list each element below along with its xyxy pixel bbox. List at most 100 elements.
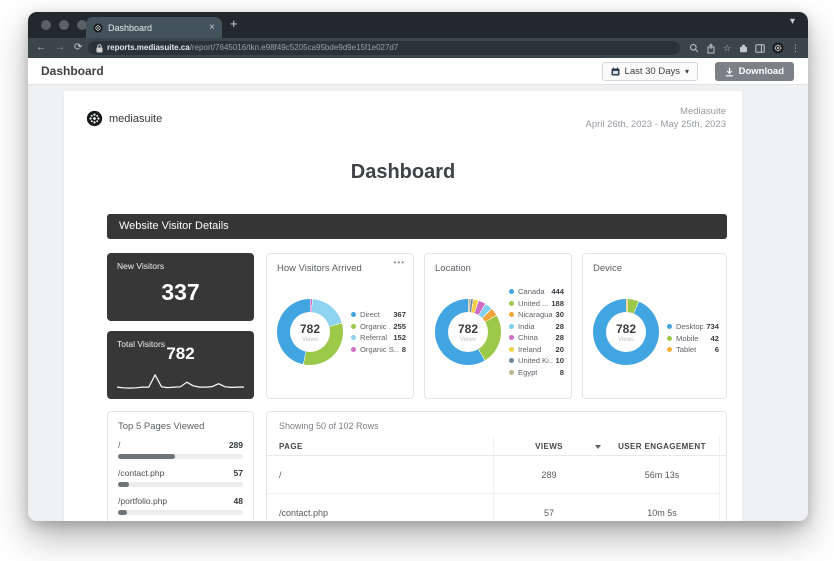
legend-item: Tablet 6 [667, 344, 719, 356]
how-visitors-arrived-card: How Visitors Arrived ••• 782 Views Direc… [266, 253, 414, 399]
legend-value: 255 [393, 321, 406, 331]
browser-tab-dashboard[interactable]: Dashboard × [86, 17, 222, 38]
legend-value: 6 [714, 345, 719, 355]
page-views: 48 [233, 496, 243, 506]
donut-center: 782 Views [606, 312, 646, 352]
legend-label: Referral [360, 333, 388, 343]
legend-item: Ireland 20 [509, 344, 564, 356]
page-bar-track [118, 510, 243, 515]
close-window-button[interactable] [41, 20, 51, 30]
donut-total-label: Views [460, 336, 476, 343]
url-domain: reports.mediasuite.ca [107, 43, 190, 52]
app-header: Dashboard Last 30 Days ▾ Download [28, 58, 808, 85]
legend-dot-icon [509, 358, 514, 364]
download-button[interactable]: Download [714, 62, 794, 81]
legend-item: China 28 [509, 332, 564, 344]
back-button[interactable]: ← [36, 42, 46, 53]
minimize-window-button[interactable] [59, 20, 69, 30]
mediasuite-logo-icon [86, 110, 103, 127]
profile-avatar[interactable] [772, 42, 784, 54]
page-path: /contact.php [118, 468, 165, 478]
address-bar[interactable]: reports.mediasuite.ca/report/7645016/tkn… [88, 41, 680, 55]
legend-label: India [518, 321, 535, 331]
legend-dot-icon [667, 324, 672, 330]
chevron-down-icon[interactable]: ▾ [789, 16, 795, 27]
cell-views: 57 [543, 508, 554, 518]
legend-value: 444 [551, 287, 564, 297]
legend-dot-icon [509, 300, 514, 306]
column-header-engagement[interactable]: USER ENGAGEMENT [618, 442, 706, 451]
cell-page: /contact.php [279, 508, 329, 518]
date-range-button[interactable]: Last 30 Days ▾ [601, 62, 698, 81]
extensions-puzzle-icon[interactable] [738, 43, 748, 53]
chart-legend: Canada 444 United ... 188 Nicaragua 30 India 28… [509, 286, 564, 378]
bookmark-star-icon[interactable]: ☆ [722, 42, 731, 53]
card-title: How Visitors Arrived [277, 263, 362, 274]
legend-value: 10 [555, 356, 564, 366]
lock-icon [96, 43, 103, 52]
legend-value: 367 [393, 310, 406, 320]
page-stat: /contact.php 57 [118, 468, 243, 487]
new-tab-button[interactable]: + [230, 16, 238, 31]
more-menu-icon[interactable]: ••• [393, 258, 405, 267]
legend-dot-icon [667, 335, 672, 341]
legend-value: 734 [706, 322, 719, 332]
brand-name: mediasuite [109, 112, 163, 125]
legend-item: Egypt 8 [509, 367, 564, 379]
legend-label: Organic ... [360, 321, 390, 331]
legend-label: Ireland [518, 344, 542, 354]
cell-engagement: 56m 13s [644, 470, 680, 480]
legend-value: 152 [393, 333, 406, 343]
column-header-views[interactable]: VIEWS [535, 442, 563, 451]
legend-value: 8 [559, 367, 564, 377]
device-card: Device 782 Views Desktop 734 Mobile 42 Table… [582, 253, 727, 399]
legend-label: United Ki... [518, 356, 553, 366]
legend-label: Organic S... [360, 344, 399, 354]
donut-chart: 782 Views [277, 299, 343, 365]
pages-table-card: Showing 50 of 102 Rows PAGE VIEWS USER E… [266, 411, 727, 521]
page-views: 289 [228, 440, 243, 450]
zoom-window-button[interactable] [77, 20, 87, 30]
table-row: / 289 56m 13s [267, 456, 720, 494]
legend-item: Nicaragua 30 [509, 309, 564, 321]
legend-item: Organic S... 8 [351, 344, 406, 356]
table-header: PAGE VIEWS USER ENGAGEMENT [267, 437, 726, 456]
donut-total: 782 [457, 321, 479, 336]
section-header-label: Website Visitor Details [119, 220, 229, 232]
kebab-menu-icon[interactable]: ⋮ [791, 42, 800, 53]
kpi-label: Total Visitors [117, 339, 166, 349]
total-visitors-card: Total Visitors 782 [107, 331, 254, 399]
legend-value: 8 [401, 344, 406, 354]
legend-dot-icon [351, 346, 356, 352]
caret-down-icon: ▾ [684, 67, 689, 76]
legend-label: Mobile [676, 333, 699, 343]
legend-value: 188 [551, 298, 564, 308]
cell-page: / [279, 470, 282, 480]
sidebar-panel-icon[interactable] [755, 43, 765, 53]
search-icon[interactable] [689, 43, 699, 53]
legend-item: United Ki... 10 [509, 355, 564, 367]
legend-dot-icon [509, 346, 514, 352]
page-bar-fill [118, 510, 128, 515]
tab-favicon [93, 23, 103, 33]
legend-value: 30 [555, 310, 564, 320]
url-text: reports.mediasuite.ca/report/7645016/tkn… [107, 41, 398, 55]
download-icon [725, 67, 733, 76]
forward-button[interactable]: → [55, 42, 65, 53]
legend-label: Desktop [676, 322, 704, 332]
browser-toolbar: ← → ⟳ reports.mediasuite.ca/report/76450… [28, 38, 808, 58]
sort-desc-icon[interactable] [595, 445, 601, 449]
visitors-sparkline [116, 371, 245, 393]
legend-dot-icon [509, 323, 514, 329]
reload-button[interactable]: ⟳ [74, 42, 83, 53]
page-views: 57 [233, 468, 243, 478]
close-tab-icon[interactable]: × [209, 21, 215, 33]
column-divider [719, 437, 720, 521]
share-icon[interactable] [706, 42, 716, 54]
donut-chart: 782 Views [593, 299, 659, 365]
legend-label: United ... [518, 298, 549, 308]
browser-window: Dashboard × + ▾ ← → ⟳ reports.mediasuite… [28, 12, 808, 521]
legend-value: 28 [555, 333, 564, 343]
column-header-page[interactable]: PAGE [279, 442, 303, 451]
